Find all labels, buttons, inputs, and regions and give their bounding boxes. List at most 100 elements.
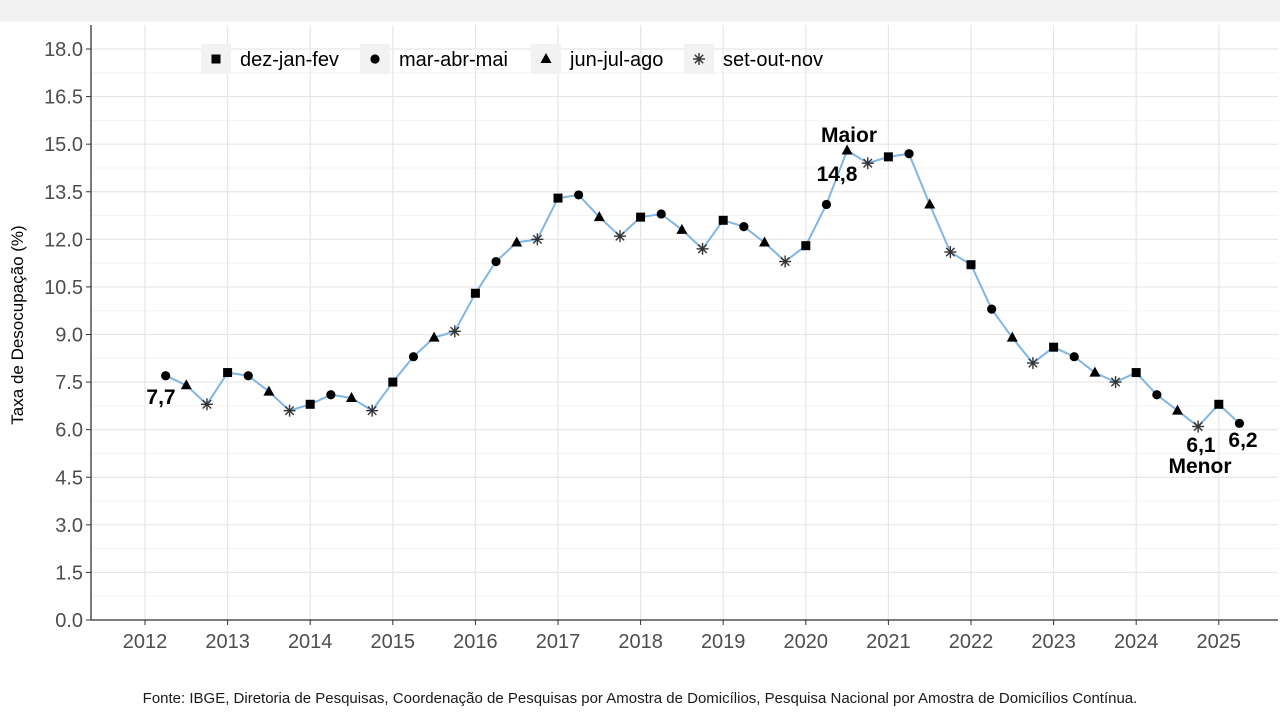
y-tick-label: 6.0 bbox=[55, 420, 83, 442]
y-axis-title: Taxa de Desocupação (%) bbox=[8, 225, 27, 424]
data-point-asterisk bbox=[613, 230, 626, 243]
x-tick-label: 2017 bbox=[536, 631, 581, 653]
data-point-triangle bbox=[1006, 331, 1018, 342]
y-tick-label: 10.5 bbox=[44, 277, 83, 299]
y-tick-label: 3.0 bbox=[55, 515, 83, 537]
grid bbox=[91, 25, 1278, 621]
legend-label: dez-jan-fev bbox=[240, 49, 339, 71]
data-point-asterisk bbox=[448, 325, 461, 338]
data-point-triangle bbox=[511, 236, 523, 247]
data-point-triangle bbox=[676, 223, 688, 234]
legend: dez-jan-fev mar-abr-mai jun-jul-ago set-out… bbox=[201, 44, 823, 74]
min-value-label: 6,1 bbox=[1186, 434, 1216, 457]
x-tick-labels: 2012 2013 2014 2015 2016 2017 2018 2019 2020 2021… bbox=[123, 631, 1241, 653]
data-point-circle bbox=[243, 371, 253, 381]
data-point-square bbox=[883, 152, 893, 162]
data-point-triangle bbox=[428, 331, 440, 342]
data-point-circle bbox=[904, 149, 914, 159]
y-tick-label: 1.5 bbox=[55, 562, 83, 584]
legend-label: set-out-nov bbox=[723, 49, 823, 71]
first-value-label: 7,7 bbox=[146, 386, 175, 409]
data-point-square bbox=[966, 260, 976, 270]
y-tick-label: 4.5 bbox=[55, 467, 83, 489]
data-point-circle bbox=[739, 222, 749, 232]
max-value-label: 14,8 bbox=[817, 163, 858, 186]
annotations: 7,7 Maior 14,8 6,1 Menor 6,2 bbox=[146, 124, 1257, 478]
legend-label: jun-jul-ago bbox=[569, 49, 663, 71]
min-label: Menor bbox=[1169, 455, 1232, 478]
legend-square-icon bbox=[211, 54, 221, 64]
data-point-circle bbox=[1152, 390, 1162, 400]
data-point-square bbox=[718, 215, 728, 225]
x-tick-label: 2023 bbox=[1031, 631, 1076, 653]
unemployment-chart: 0.0 1.5 3.0 4.5 6.0 7.5 9.0 10.5 12.0 13.5 15.0 16.… bbox=[8, 25, 1278, 653]
data-point-circle bbox=[491, 256, 501, 267]
x-tick-label: 2014 bbox=[288, 631, 333, 653]
top-bar bbox=[0, 0, 1280, 22]
legend-asterisk-icon bbox=[693, 53, 705, 65]
data-point-square bbox=[1131, 368, 1141, 378]
y-tick-labels: 0.0 1.5 3.0 4.5 6.0 7.5 9.0 10.5 12.0 13.5 15.0 16.… bbox=[44, 39, 83, 632]
max-label: Maior bbox=[821, 124, 877, 147]
data-point-triangle bbox=[593, 211, 605, 222]
data-point-square bbox=[801, 241, 811, 251]
y-tick-label: 0.0 bbox=[55, 610, 83, 632]
x-tick-label: 2013 bbox=[205, 631, 250, 653]
axes bbox=[86, 25, 1278, 625]
data-point-triangle bbox=[180, 379, 192, 390]
data-point-asterisk bbox=[200, 398, 213, 411]
x-tick-label: 2018 bbox=[618, 631, 663, 653]
data-point-asterisk bbox=[531, 233, 544, 246]
data-point-square bbox=[388, 377, 398, 387]
data-point-asterisk bbox=[1109, 376, 1122, 389]
x-tick-label: 2016 bbox=[453, 631, 498, 653]
legend-label: mar-abr-mai bbox=[399, 49, 508, 71]
data-point-circle bbox=[161, 371, 171, 381]
data-point-circle bbox=[656, 209, 666, 219]
data-point-asterisk bbox=[861, 157, 874, 170]
data-point-triangle bbox=[263, 385, 275, 396]
y-tick-label: 7.5 bbox=[55, 372, 83, 394]
data-point-triangle bbox=[346, 391, 357, 402]
data-point-asterisk bbox=[366, 404, 379, 417]
data-point-circle bbox=[987, 304, 997, 314]
x-tick-label: 2015 bbox=[371, 631, 416, 653]
y-tick-label: 15.0 bbox=[44, 134, 83, 156]
last-value-label: 6,2 bbox=[1228, 429, 1257, 452]
data-point-circle bbox=[821, 199, 832, 210]
series bbox=[161, 144, 1245, 433]
x-tick-label: 2022 bbox=[949, 631, 994, 653]
data-point-square bbox=[305, 399, 315, 409]
x-tick-label: 2025 bbox=[1197, 631, 1242, 653]
data-point-triangle bbox=[1089, 366, 1101, 377]
data-point-triangle bbox=[841, 144, 853, 155]
data-point-asterisk bbox=[1026, 357, 1039, 370]
legend-circle-icon bbox=[370, 54, 380, 64]
data-point-triangle bbox=[924, 198, 936, 209]
data-point-circle bbox=[574, 190, 584, 200]
y-tick-label: 13.5 bbox=[44, 182, 83, 204]
data-point-square bbox=[1214, 399, 1224, 409]
data-point-asterisk bbox=[1192, 420, 1205, 433]
data-point-square bbox=[553, 193, 563, 203]
data-point-circle bbox=[326, 390, 336, 400]
data-point-triangle bbox=[1172, 404, 1183, 415]
data-point-asterisk bbox=[944, 246, 957, 259]
data-point-asterisk bbox=[283, 404, 296, 417]
data-point-square bbox=[1049, 342, 1059, 352]
data-point-circle bbox=[1069, 352, 1079, 362]
data-point-circle bbox=[1234, 418, 1245, 428]
x-tick-label: 2021 bbox=[866, 631, 911, 653]
data-point-triangle bbox=[759, 236, 770, 247]
y-tick-label: 12.0 bbox=[44, 229, 83, 251]
x-tick-label: 2012 bbox=[123, 631, 168, 653]
source-note: Fonte: IBGE, Diretoria de Pesquisas, Coo… bbox=[142, 690, 1138, 707]
data-point-square bbox=[223, 368, 233, 378]
data-point-asterisk bbox=[696, 242, 709, 255]
data-point-square bbox=[470, 288, 480, 298]
data-point-square bbox=[636, 212, 646, 222]
legend-triangle-icon bbox=[540, 53, 552, 63]
y-tick-label: 16.5 bbox=[44, 87, 83, 109]
data-point-circle bbox=[408, 352, 419, 362]
y-tick-label: 18.0 bbox=[44, 39, 83, 61]
